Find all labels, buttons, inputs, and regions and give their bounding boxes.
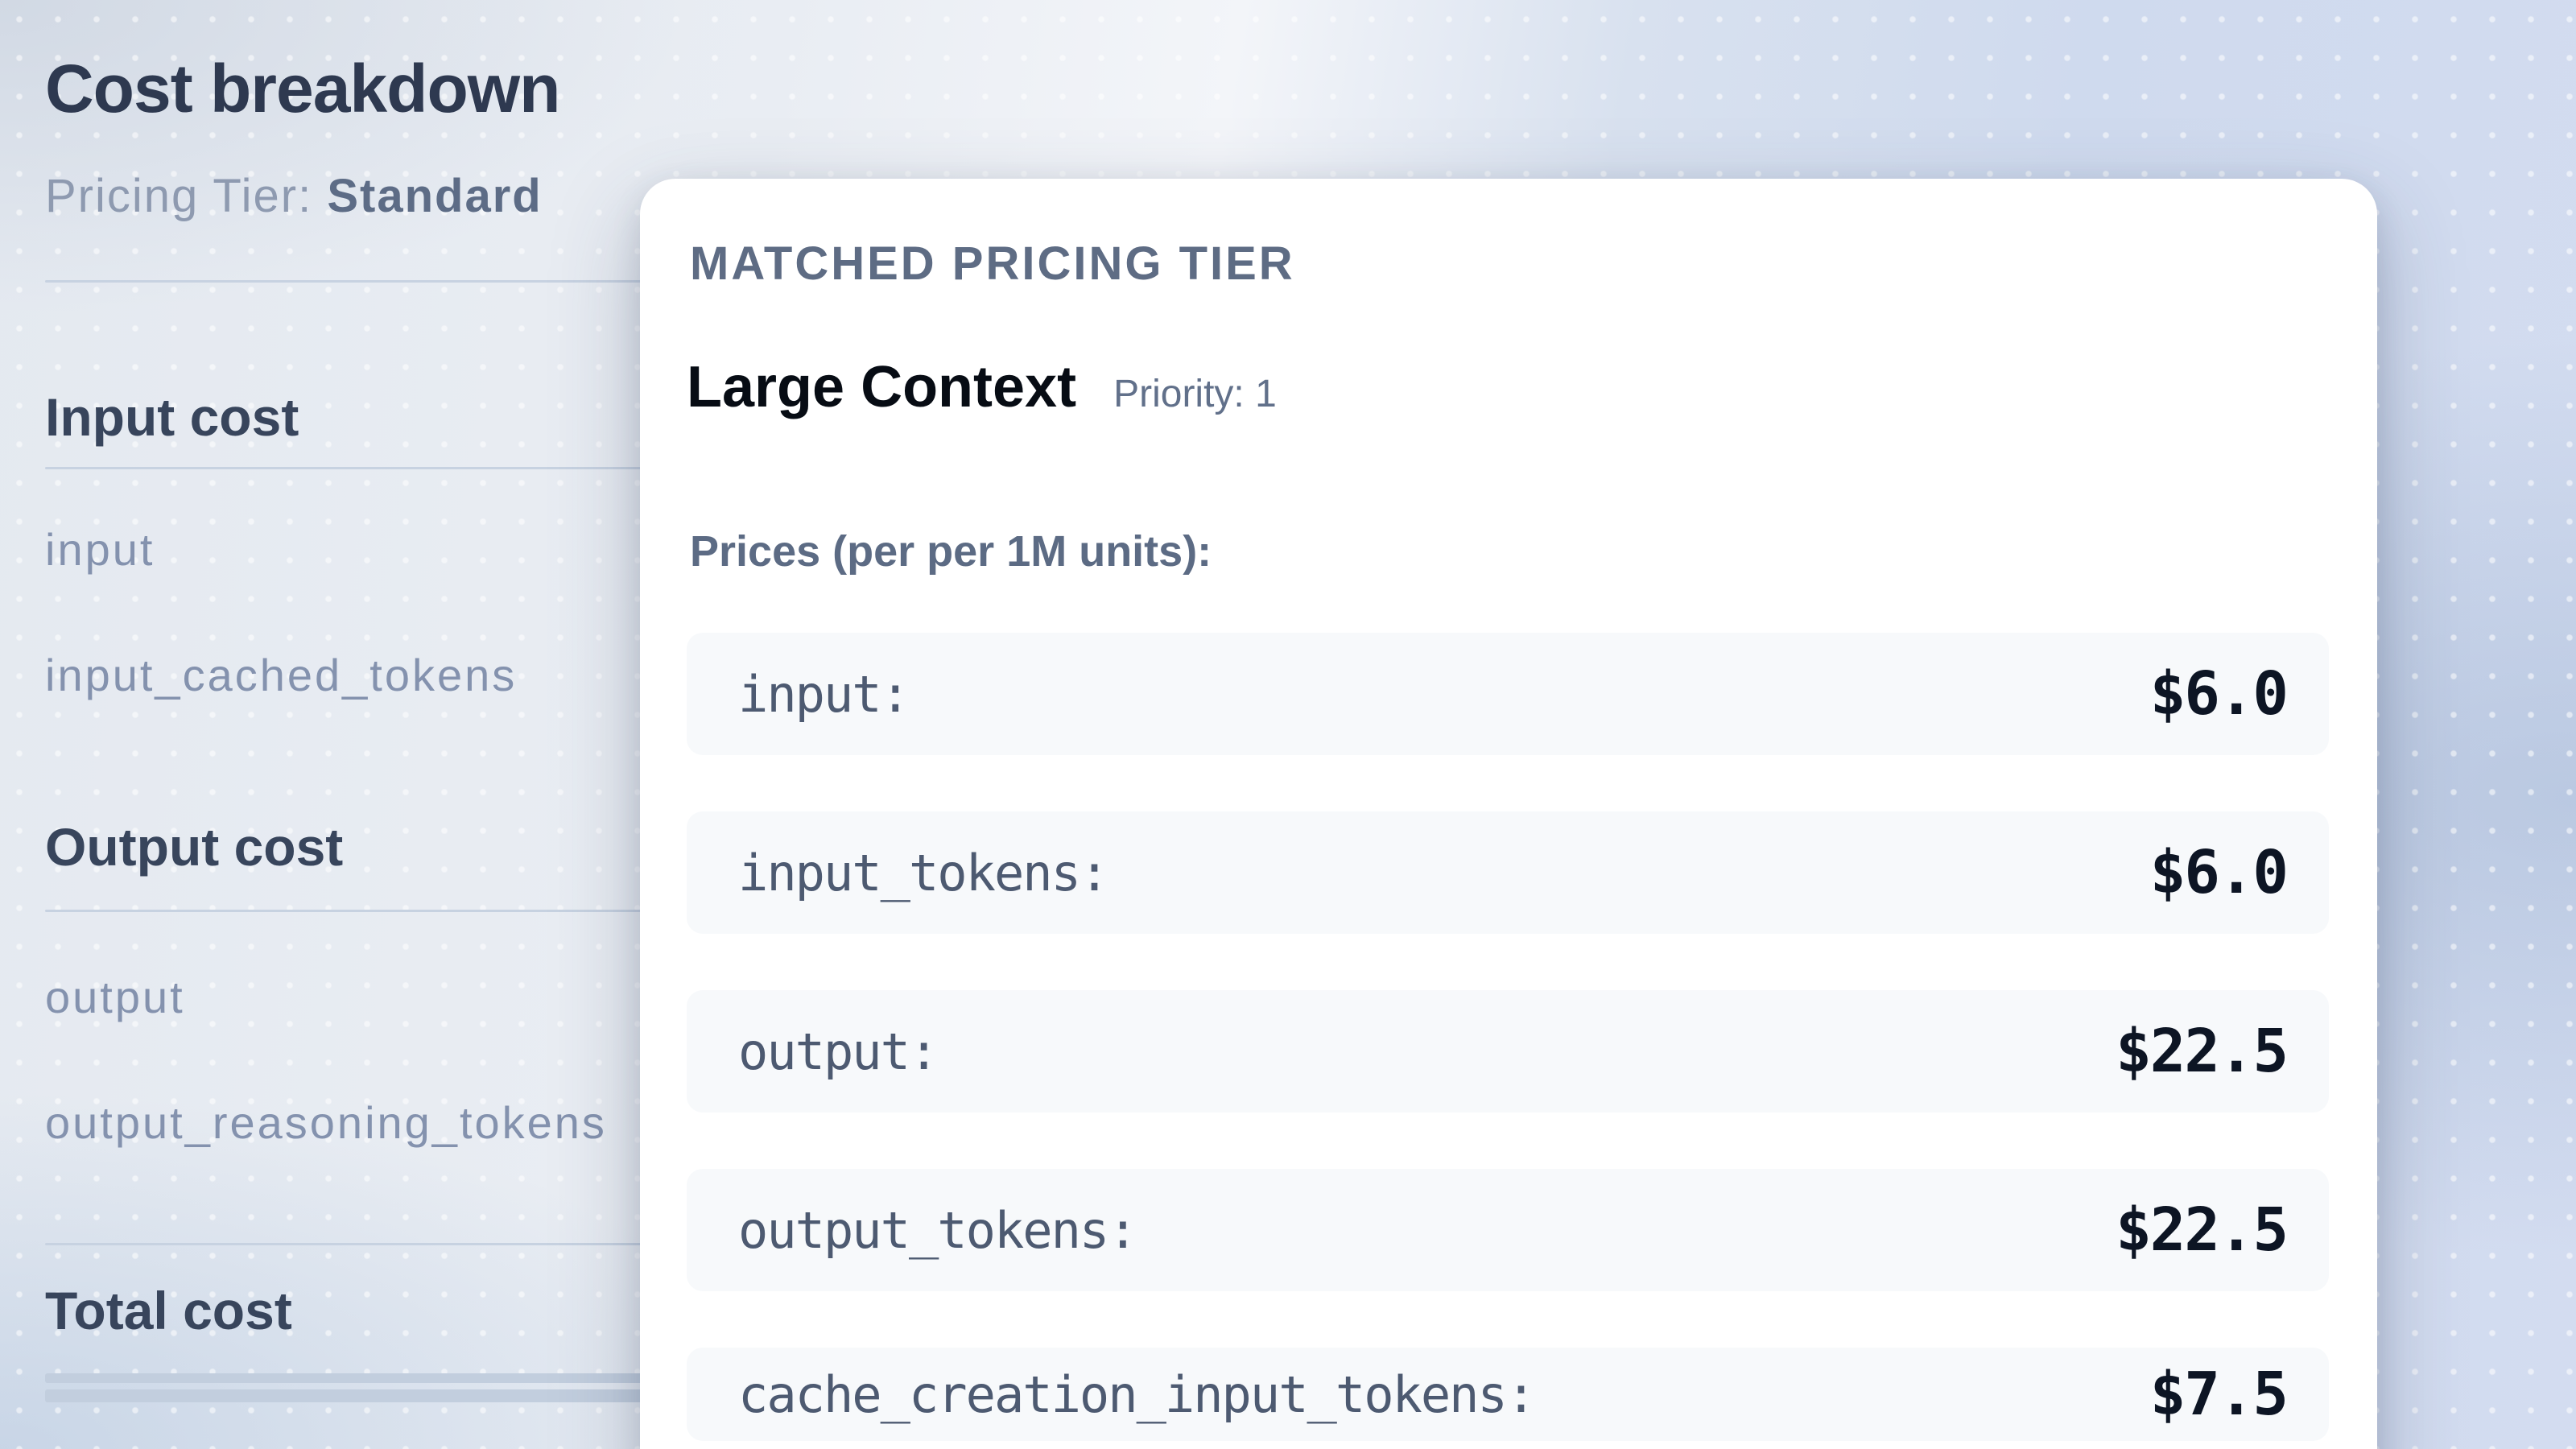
price-value: $6.0	[2149, 659, 2289, 729]
cost-row-input: input	[45, 524, 155, 575]
section-heading-output-cost: Output cost	[45, 817, 344, 877]
cost-row-input-cached-tokens: input_cached_tokens	[45, 650, 518, 700]
price-value: $22.5	[2116, 1195, 2289, 1265]
price-row-input-tokens: input_tokens: $6.0	[687, 811, 2329, 934]
price-label: output_tokens:	[738, 1200, 1138, 1260]
tier-name: Large Context	[687, 355, 1077, 419]
section-heading-input-cost: Input cost	[45, 387, 299, 447]
pricing-tier-label: Pricing Tier:	[45, 170, 313, 222]
price-label: output:	[738, 1022, 939, 1081]
page-title: Cost breakdown	[45, 51, 560, 126]
cost-row-output-reasoning-tokens: output_reasoning_tokens	[45, 1097, 607, 1148]
matched-pricing-tier-popup: MATCHED PRICING TIER Large Context Prior…	[640, 179, 2377, 1449]
price-value: $7.5	[2149, 1360, 2289, 1429]
prices-heading: Prices (per per 1M units):	[690, 527, 1212, 576]
price-row-output-tokens: output_tokens: $22.5	[687, 1169, 2329, 1291]
price-row-input: input: $6.0	[687, 633, 2329, 755]
pricing-tier-value[interactable]: Standard	[327, 170, 543, 222]
price-label: cache_creation_input_tokens:	[738, 1364, 1536, 1424]
tier-priority: Priority: 1	[1113, 373, 1277, 415]
price-value: $22.5	[2116, 1017, 2289, 1086]
pricing-tier-line[interactable]: Pricing Tier: Standard	[45, 169, 543, 223]
section-heading-total-cost: Total cost	[45, 1281, 292, 1340]
cost-row-output: output	[45, 972, 185, 1022]
popup-title-row: Large Context Priority: 1	[687, 354, 1277, 420]
price-label: input:	[738, 664, 910, 724]
price-row-cache-creation-input-tokens: cache_creation_input_tokens: $7.5	[687, 1348, 2329, 1441]
price-value: $6.0	[2149, 838, 2289, 907]
popup-eyebrow: MATCHED PRICING TIER	[690, 237, 1295, 290]
price-row-output: output: $22.5	[687, 990, 2329, 1113]
price-label: input_tokens:	[738, 843, 1109, 902]
